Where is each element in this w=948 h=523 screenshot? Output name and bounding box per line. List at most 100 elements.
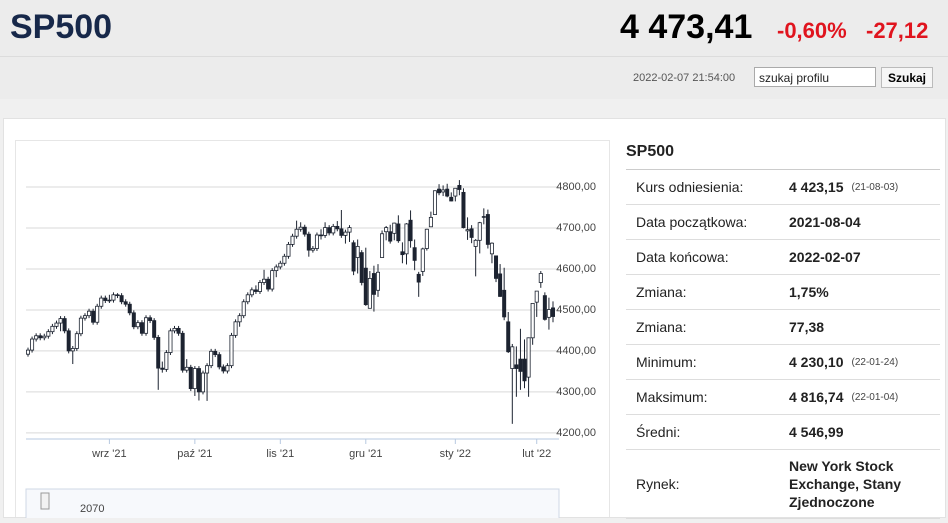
candle-body — [412, 247, 417, 261]
candle-body — [160, 367, 165, 370]
candle-body — [99, 297, 104, 307]
candle-body — [489, 242, 494, 255]
candle-body — [131, 312, 136, 328]
candle-body — [192, 368, 197, 390]
candle-body — [404, 223, 409, 255]
candle-body — [148, 317, 153, 322]
info-row: Zmiana: 77,38 — [626, 310, 940, 345]
candle-body — [176, 327, 181, 334]
y-tick-label: 4500,00 — [556, 304, 596, 316]
candle-body — [188, 366, 193, 390]
candle-body — [172, 327, 177, 332]
candle-body — [62, 318, 67, 332]
candle-body — [416, 273, 421, 283]
candle-body — [225, 365, 230, 372]
info-row: Rynek: New York Stock Exchange, Stany Zje… — [626, 450, 940, 519]
candle-body — [87, 310, 92, 317]
candle-body — [139, 322, 144, 334]
info-table: SP500 Kurs odniesienia: 4 423,15 (21-08-03… — [626, 143, 940, 519]
candle-body — [461, 191, 466, 229]
candle-body — [453, 187, 458, 197]
search-input[interactable]: szukaj profilu — [754, 67, 876, 87]
candle-body — [510, 346, 515, 369]
search-button[interactable]: Szukaj — [881, 67, 933, 88]
info-label: Zmiana: — [636, 319, 687, 335]
header — [0, 0, 948, 57]
info-row: Maksimum: 4 816,74 (22-01-04) — [626, 380, 940, 415]
info-row: Minimum: 4 230,10 (22-01-24) — [626, 345, 940, 380]
candle-body — [502, 289, 507, 318]
price: 4 473,41 — [620, 8, 753, 46]
candle-body — [408, 219, 413, 242]
candle-body — [384, 227, 389, 233]
candle-body — [38, 335, 43, 339]
candle-body — [66, 330, 71, 352]
candle-body — [217, 354, 222, 368]
info-row: Zmiana: 1,75% — [626, 275, 940, 310]
candle-body — [392, 222, 397, 234]
candle-body — [266, 278, 271, 290]
candle-body — [180, 332, 185, 371]
candle-body — [331, 225, 336, 234]
candle-body — [530, 302, 535, 339]
candle-body — [205, 365, 210, 374]
info-value: 4 230,10 — [789, 354, 844, 370]
candle-body — [514, 364, 519, 369]
x-tick-label: lis '21 — [266, 448, 294, 460]
candle-body — [469, 228, 474, 238]
candle-body — [420, 248, 425, 272]
candle-body — [107, 299, 112, 302]
candle-body — [351, 242, 356, 272]
y-tick-label: 4300,00 — [556, 386, 596, 398]
candle-body — [184, 366, 189, 371]
info-label: Data końcowa: — [636, 249, 729, 265]
y-tick-label: 4700,00 — [556, 222, 596, 234]
info-title: SP500 — [626, 143, 940, 170]
candle-body — [363, 267, 368, 306]
candle-body — [367, 278, 372, 309]
info-label: Rynek: — [636, 476, 680, 492]
candle-body — [339, 228, 344, 236]
candle-body — [144, 317, 149, 334]
candle-body — [209, 350, 214, 367]
candle-body — [347, 227, 352, 233]
candle-body — [506, 321, 511, 353]
candle-body — [213, 350, 218, 356]
candle-body — [319, 234, 324, 237]
candle-body — [542, 295, 547, 320]
candle-body — [538, 273, 543, 283]
candle-body — [355, 246, 360, 258]
info-row: Data końcowa: 2022-02-07 — [626, 240, 940, 275]
candle-body — [270, 270, 275, 290]
candle-body — [546, 309, 551, 318]
candle-body — [473, 239, 478, 247]
candle-body — [221, 366, 226, 372]
candle-body — [168, 330, 173, 353]
x-tick-label: gru '21 — [349, 448, 382, 460]
candle-body — [54, 322, 59, 327]
candle-body — [30, 338, 35, 351]
candle-body — [432, 190, 437, 215]
candle-body — [278, 262, 283, 268]
info-row: Średni: 4 546,99 — [626, 415, 940, 450]
candle-body — [359, 252, 364, 283]
candle-body — [249, 289, 254, 296]
candle-body — [196, 368, 201, 393]
candle-body — [241, 301, 246, 317]
y-tick-label: 4200,00 — [556, 427, 596, 439]
info-rows: Kurs odniesienia: 4 423,15 (21-08-03) Data … — [626, 170, 940, 519]
candle-body — [164, 352, 169, 370]
candle-body — [115, 294, 120, 297]
candle-body — [156, 337, 161, 369]
candle-body — [302, 226, 307, 235]
change-pct: -0,60% — [777, 18, 847, 43]
candle-body — [262, 278, 267, 283]
x-tick-label: wrz '21 — [91, 448, 127, 460]
candle-body — [343, 231, 348, 236]
candle-body — [449, 196, 454, 202]
candle-body — [290, 235, 295, 245]
candle-body — [494, 255, 499, 279]
info-value: 2022-02-07 — [789, 249, 861, 265]
candle-body — [127, 303, 132, 314]
